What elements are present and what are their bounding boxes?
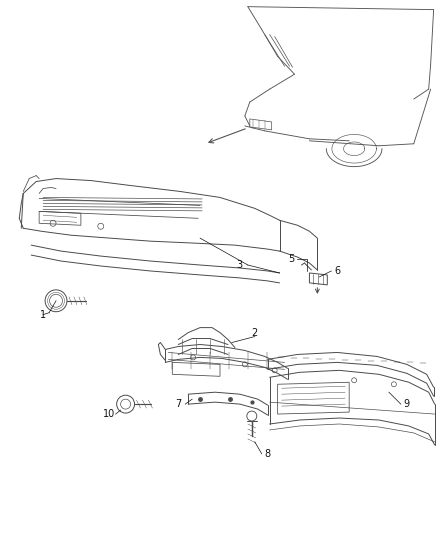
- Text: 3: 3: [237, 260, 243, 270]
- Text: 1: 1: [40, 310, 46, 320]
- Text: 5: 5: [288, 254, 295, 264]
- Text: 8: 8: [265, 449, 271, 459]
- Text: 7: 7: [175, 399, 181, 409]
- Text: 6: 6: [334, 266, 340, 276]
- Text: 9: 9: [404, 399, 410, 409]
- Text: 2: 2: [252, 328, 258, 337]
- Text: 10: 10: [102, 409, 115, 419]
